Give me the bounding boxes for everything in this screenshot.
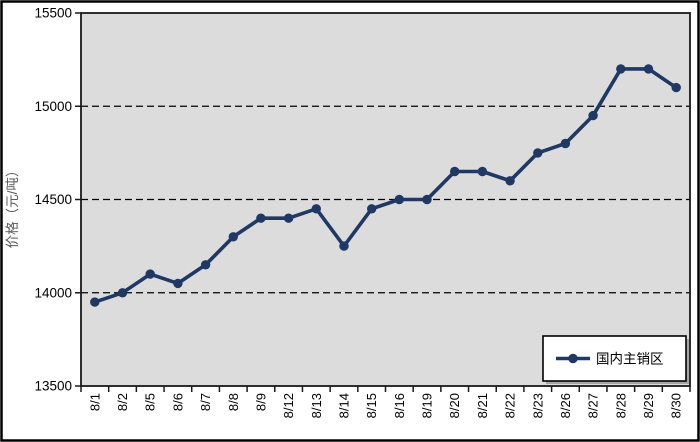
x-tick-label: 8/2 [115, 393, 130, 411]
x-tick-label: 8/9 [253, 393, 268, 411]
x-tick-label: 8/23 [530, 393, 545, 418]
x-tick-label: 8/27 [586, 393, 601, 418]
data-point-marker [256, 213, 266, 223]
x-tick-label: 8/21 [475, 393, 490, 418]
data-point-marker [117, 288, 128, 298]
data-point-marker [505, 176, 515, 186]
data-point-marker [394, 194, 404, 205]
legend-label: 国内主销区 [596, 352, 664, 367]
data-point-marker [422, 194, 432, 205]
series-line [93, 67, 679, 304]
data-point-marker [477, 166, 488, 177]
x-tick-label: 8/30 [669, 393, 684, 418]
x-tick-label: 8/29 [641, 393, 656, 418]
data-point-marker [450, 166, 460, 177]
y-axis-title: 价格（元/吨） [5, 164, 20, 249]
data-point-marker [283, 213, 294, 223]
legend-marker [568, 353, 578, 364]
x-tick-label: 8/20 [447, 393, 462, 418]
y-tick-label: 14000 [34, 285, 72, 300]
y-tick-label: 15000 [34, 99, 72, 114]
x-tick-label: 8/6 [170, 393, 185, 411]
data-point-marker [643, 64, 654, 74]
y-tick-label: 13500 [34, 379, 72, 394]
data-point-marker [200, 260, 211, 270]
data-point-marker [588, 110, 598, 121]
x-tick-label: 8/7 [198, 393, 213, 411]
x-tick-label: 8/12 [281, 393, 296, 418]
x-tick-label: 8/13 [309, 393, 324, 418]
x-tick-label: 8/22 [503, 393, 518, 418]
data-point-marker [90, 297, 100, 307]
y-tick-label: 15500 [34, 6, 72, 21]
x-tick-label: 8/28 [613, 393, 628, 418]
x-tick-label: 8/26 [558, 393, 573, 418]
data-point-marker [560, 138, 571, 149]
x-tick-label: 8/1 [87, 393, 102, 411]
data-point-marker [145, 269, 155, 279]
data-point-marker [173, 278, 183, 289]
data-point-marker [671, 82, 681, 93]
x-tick-label: 8/19 [420, 393, 435, 418]
x-tick-label: 8/5 [143, 393, 158, 411]
data-point-marker [339, 241, 349, 251]
y-tick-label: 14500 [34, 192, 72, 207]
data-point-marker [228, 232, 238, 242]
data-point-marker [311, 204, 321, 214]
x-tick-label: 8/8 [226, 393, 241, 411]
data-point-marker [533, 148, 543, 158]
data-point-marker [616, 64, 626, 74]
x-tick-label: 8/15 [364, 393, 379, 418]
data-point-marker [367, 204, 377, 214]
x-tick-label: 8/14 [336, 393, 351, 418]
x-tick-label: 8/16 [392, 393, 407, 418]
